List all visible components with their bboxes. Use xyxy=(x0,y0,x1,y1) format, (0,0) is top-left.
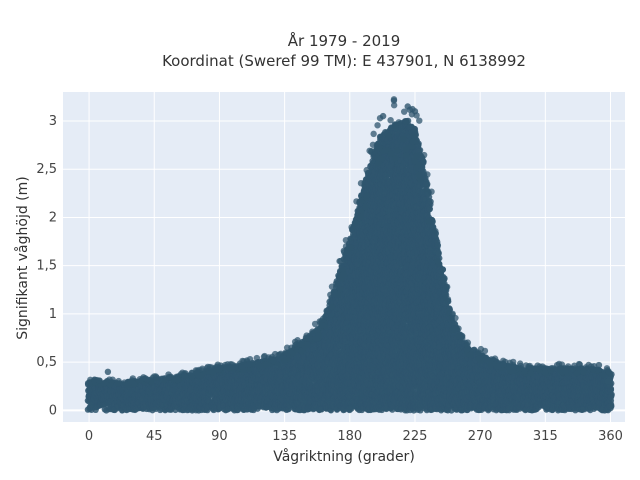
scatter-points xyxy=(84,96,615,414)
